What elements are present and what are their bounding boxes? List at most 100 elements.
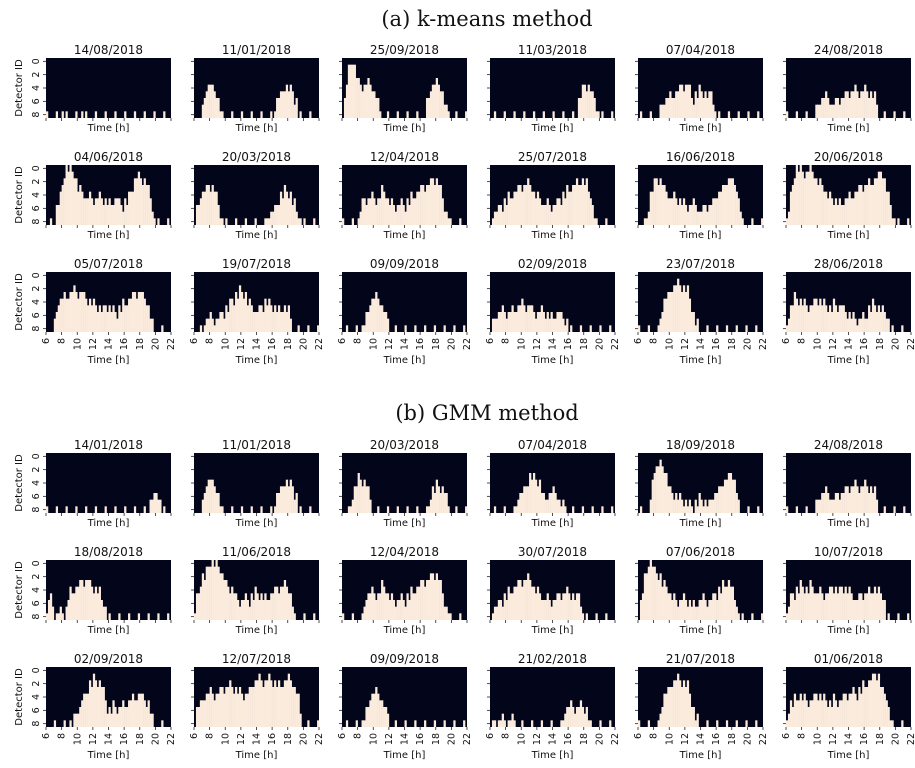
occupied-cells [73,593,76,620]
occupied-cells [546,312,549,332]
panel-title: 24/08/2018 [814,438,883,452]
occupied-cells [240,292,244,332]
occupied-cells [716,325,719,332]
occupied-cells [345,720,349,727]
occupied-cells [643,573,647,620]
occupied-cells [277,98,281,118]
x-tick-label: 20 [594,338,605,350]
occupied-cells [365,312,368,332]
occupied-cells [55,205,59,225]
occupied-cells [665,98,668,118]
occupied-cells [862,91,865,118]
occupied-cells [811,700,814,727]
occupied-cells [723,586,727,620]
y-tick-label: 2 [31,681,42,687]
occupied-cells [679,198,682,225]
occupied-cells [106,713,109,727]
y-tick-label: 6 [31,707,42,713]
x-axis-label: Time [h] [531,750,574,761]
occupied-cells [529,473,532,513]
occupied-cells [692,198,695,225]
occupied-cells [81,292,84,332]
occupied-cells [425,506,429,513]
occupied-cells [250,593,253,620]
occupied-cells [797,171,800,225]
occupied-cells [866,318,869,332]
occupied-cells [75,713,78,727]
occupied-cells [363,198,366,225]
occupied-cells [661,104,664,118]
occupied-cells [375,687,378,727]
x-tick-label: 18 [875,733,886,745]
occupied-cells [87,198,90,225]
occupied-cells [536,312,540,332]
occupied-cells [507,720,510,727]
occupied-cells [548,205,551,225]
occupied-cells [281,198,285,225]
occupied-cells [355,486,358,513]
occupied-cells [698,211,701,225]
occupied-cells [116,713,119,727]
occupied-cells [675,493,678,513]
occupied-cells [197,707,201,727]
occupied-cells [716,493,719,513]
occupied-cells [351,64,355,118]
occupied-cells [527,305,530,332]
occupied-cells [667,486,670,513]
occupied-cells [677,606,680,620]
x-tick-label: 20 [890,338,901,350]
occupied-cells [207,84,210,118]
occupied-cells [283,680,287,727]
occupied-cells [73,713,76,727]
occupied-cells [285,479,289,513]
x-tick-label: 16 [711,733,722,745]
occupied-cells [379,198,382,225]
occupied-cells [347,506,351,513]
occupied-cells [564,506,567,513]
occupied-cells [497,600,501,620]
occupied-cells [864,185,867,225]
occupied-cells [63,720,66,727]
x-tick-label: 16 [563,733,574,745]
occupied-cells [903,506,906,513]
occupied-cells [827,98,830,118]
occupied-cells [531,720,534,727]
occupied-cells [671,600,674,620]
occupied-cells [491,613,495,620]
occupied-cells [694,325,697,332]
x-tick-label: 8 [649,733,660,739]
occupied-cells [85,506,88,513]
occupied-cells [205,318,208,332]
occupied-cells [77,586,80,620]
occupied-cells [887,318,890,332]
occupied-cells [289,593,292,620]
occupied-cells [893,111,896,118]
occupied-cells [418,191,421,225]
occupied-cells [379,111,382,118]
x-tick-label: 22 [166,733,177,745]
occupied-cells [272,211,275,225]
occupied-cells [823,600,826,620]
occupied-cells [789,191,793,225]
heatmap-background [638,667,763,727]
occupied-cells [787,318,791,332]
occupied-cells [435,178,438,225]
occupied-cells [377,98,380,118]
occupied-cells [657,185,660,225]
x-tick-label: 10 [72,733,83,745]
occupied-cells [821,98,824,118]
occupied-cells [848,493,851,513]
occupied-cells [811,171,814,225]
occupied-cells [414,720,417,727]
occupied-cells [671,687,674,727]
occupied-cells [135,178,139,225]
occupied-cells [398,205,401,225]
occupied-cells [361,613,364,620]
occupied-cells [73,285,76,332]
x-tick-label: 22 [610,338,621,350]
occupied-cells [639,506,643,513]
occupied-cells [274,680,277,727]
x-tick-label: 12 [88,338,99,350]
occupied-cells [116,318,119,332]
occupied-cells [534,198,538,225]
